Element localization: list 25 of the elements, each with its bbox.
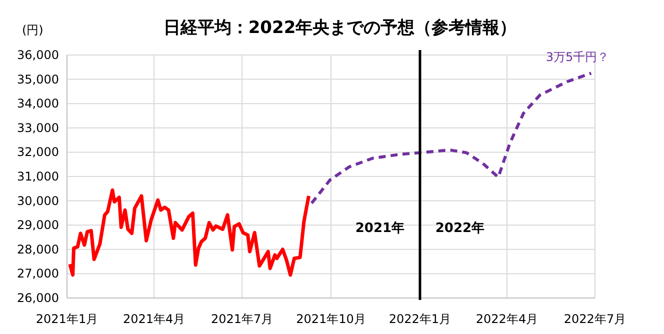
x-tick-label: 2022年4月	[476, 312, 538, 326]
y-tick-label: 34,000	[17, 96, 59, 111]
x-tick-label: 2021年1月	[36, 312, 98, 326]
chart-title: 日経平均：2022年央までの予想（参考情報）	[163, 18, 517, 38]
y-tick-label: 33,000	[17, 120, 59, 135]
x-tick-label: 2022年7月	[564, 312, 626, 326]
y-tick-label: 27,000	[17, 266, 59, 281]
line-series	[68, 188, 311, 277]
annotation: 2022年	[435, 221, 485, 236]
y-tick-label: 31,000	[17, 170, 59, 184]
x-tick-label: 2022年1月	[388, 312, 452, 326]
y-tick-label: 32,000	[17, 145, 59, 160]
y-tick-label: 35,000	[17, 72, 59, 86]
y-tick-label: 30,000	[17, 194, 59, 208]
y-tick-label: 29,000	[17, 218, 59, 232]
y-tick-label: 36,000	[17, 48, 59, 62]
y-axis-title: (円)	[22, 23, 44, 37]
y-tick-label: 28,000	[17, 242, 59, 256]
annotation: 3万5千円？	[546, 50, 610, 64]
x-tick-label: 2021年10月	[296, 312, 366, 326]
line-series	[310, 72, 593, 205]
x-tick-label: 2021年4月	[122, 312, 186, 326]
y-tick-label: 26,000	[17, 291, 59, 305]
annotation: 2021年	[355, 221, 405, 236]
x-tick-label: 2021年7月	[210, 312, 274, 326]
